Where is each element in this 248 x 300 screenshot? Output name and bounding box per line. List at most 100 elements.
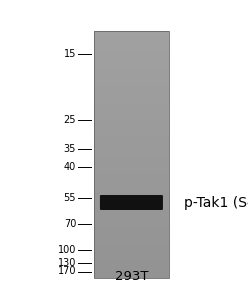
Bar [94,154,169,157]
Bar [94,233,169,236]
Text: 25: 25 [64,115,76,125]
Bar [94,66,169,68]
Bar [94,115,169,118]
Bar [94,257,169,260]
Text: 40: 40 [64,161,76,172]
Text: 15: 15 [64,49,76,59]
Bar [94,216,169,218]
Bar [94,253,169,255]
Bar [94,53,169,56]
Bar [94,105,169,108]
Text: 55: 55 [64,193,76,203]
Bar [94,48,169,51]
Bar [94,61,169,64]
Bar [94,203,169,206]
Bar [94,196,169,199]
Bar [94,272,169,275]
Text: p-Tak1 (S439): p-Tak1 (S439) [184,196,248,209]
Bar [94,184,169,187]
Bar [94,218,169,221]
Bar [94,267,169,270]
Bar [94,194,169,196]
Bar [94,134,169,137]
Bar [94,83,169,86]
Bar [94,206,169,208]
Bar [94,220,169,224]
Bar [94,70,169,73]
Bar [94,95,169,98]
Bar [94,90,169,93]
Bar [94,262,169,265]
Bar [94,260,169,263]
Bar [94,56,169,58]
Bar [94,171,169,174]
Bar [94,31,169,34]
Bar [94,236,169,238]
Bar [94,189,169,191]
Bar [94,78,169,81]
Bar [94,110,169,113]
Text: 293T: 293T [115,270,148,283]
Bar [94,191,169,194]
Bar [94,248,169,250]
Bar [94,176,169,179]
Bar [94,162,169,164]
Bar [94,164,169,167]
Bar [94,186,169,189]
Bar [94,100,169,103]
Bar [94,179,169,181]
Bar [94,223,169,226]
Bar [94,76,169,78]
Bar [94,159,169,162]
Bar [94,240,169,243]
Bar [94,226,169,228]
Bar [94,63,169,66]
Bar [94,199,169,201]
Bar [94,137,169,140]
Bar [94,80,169,83]
Bar [94,149,169,152]
Bar [94,245,169,248]
Bar [94,147,169,150]
Bar [94,32,169,278]
Bar [94,243,169,245]
Bar [94,167,169,169]
Bar [94,144,169,147]
Bar [94,230,169,233]
Bar [94,228,169,231]
Bar [94,174,169,177]
Bar [94,238,169,241]
Bar [94,112,169,115]
Bar [94,88,169,91]
Bar [94,275,169,278]
Bar [94,107,169,110]
Bar [94,117,169,120]
Text: 130: 130 [58,257,76,268]
Bar [94,120,169,122]
Bar [94,122,169,125]
Bar [94,250,169,253]
Bar [94,265,169,268]
FancyBboxPatch shape [100,195,163,210]
Bar [94,51,169,54]
Bar [94,211,169,214]
Text: 70: 70 [64,219,76,230]
Bar [94,85,169,88]
Bar [94,157,169,159]
Bar [94,130,169,132]
Bar [94,39,169,41]
Bar [94,181,169,184]
Bar [94,132,169,135]
Bar [94,68,169,71]
Bar [94,58,169,61]
Text: 35: 35 [64,144,76,154]
Text: 100: 100 [58,244,76,255]
Bar [94,140,169,142]
Bar [94,41,169,44]
Bar [94,73,169,76]
Bar [94,208,169,211]
Bar [94,44,169,46]
Bar [94,270,169,273]
Bar [94,125,169,128]
Bar [94,103,169,105]
